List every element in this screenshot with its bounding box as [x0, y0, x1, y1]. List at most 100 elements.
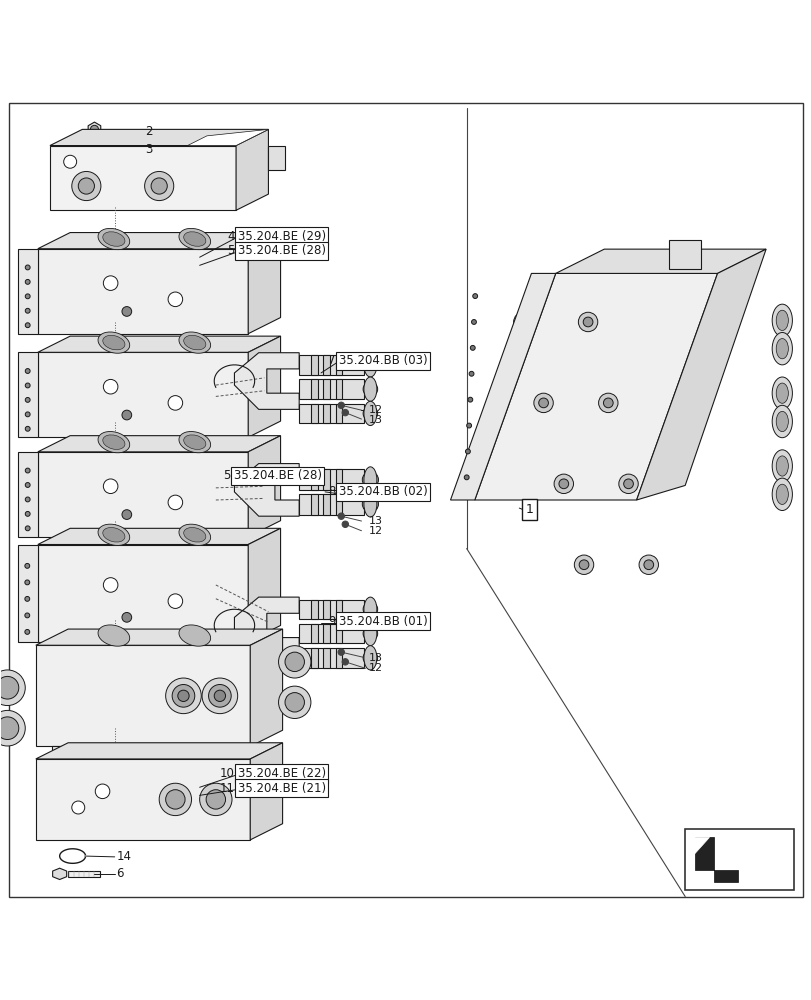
- Text: 10: 10: [219, 767, 234, 780]
- Circle shape: [0, 710, 25, 746]
- Ellipse shape: [363, 467, 376, 493]
- Circle shape: [469, 371, 474, 376]
- Text: 4: 4: [226, 230, 234, 243]
- Circle shape: [168, 495, 182, 510]
- Ellipse shape: [363, 401, 376, 426]
- Circle shape: [466, 423, 471, 428]
- Polygon shape: [36, 743, 282, 759]
- Bar: [335, 600, 341, 619]
- Polygon shape: [38, 528, 281, 545]
- Polygon shape: [36, 759, 250, 840]
- Circle shape: [25, 613, 30, 618]
- Polygon shape: [38, 452, 248, 537]
- Bar: [311, 469, 317, 490]
- Ellipse shape: [103, 335, 125, 350]
- Polygon shape: [636, 249, 765, 500]
- Circle shape: [71, 171, 101, 201]
- Bar: [323, 379, 329, 399]
- Ellipse shape: [103, 232, 125, 246]
- Polygon shape: [250, 743, 282, 840]
- Circle shape: [200, 783, 232, 816]
- Ellipse shape: [775, 383, 787, 403]
- Circle shape: [464, 475, 469, 480]
- Circle shape: [25, 596, 30, 601]
- Text: 5: 5: [223, 469, 230, 482]
- Bar: [323, 494, 329, 515]
- Circle shape: [25, 279, 30, 284]
- Circle shape: [178, 690, 189, 701]
- Ellipse shape: [771, 377, 792, 409]
- Circle shape: [638, 555, 658, 574]
- Ellipse shape: [363, 597, 376, 621]
- Polygon shape: [50, 129, 268, 146]
- Ellipse shape: [771, 450, 792, 482]
- Bar: [335, 648, 341, 668]
- Circle shape: [103, 276, 118, 290]
- Circle shape: [25, 308, 30, 313]
- Circle shape: [573, 555, 593, 574]
- Polygon shape: [187, 129, 268, 146]
- Polygon shape: [38, 233, 281, 249]
- Polygon shape: [234, 353, 298, 409]
- Bar: [335, 355, 341, 375]
- Circle shape: [25, 323, 30, 328]
- Ellipse shape: [775, 339, 787, 359]
- Polygon shape: [248, 233, 281, 334]
- Circle shape: [122, 410, 131, 420]
- Text: 35.204.BE (22): 35.204.BE (22): [238, 767, 325, 780]
- Bar: [311, 379, 317, 399]
- Ellipse shape: [363, 646, 376, 670]
- Bar: [89, 138, 99, 156]
- Bar: [18, 249, 38, 334]
- Circle shape: [122, 510, 131, 519]
- Text: 13: 13: [368, 653, 382, 663]
- Circle shape: [363, 626, 377, 641]
- Text: 12: 12: [368, 526, 383, 536]
- Circle shape: [0, 717, 19, 740]
- Circle shape: [25, 580, 30, 585]
- Bar: [323, 404, 329, 423]
- Circle shape: [95, 784, 109, 799]
- Ellipse shape: [183, 435, 206, 449]
- Text: 35.204.BE (21): 35.204.BE (21): [238, 782, 325, 795]
- Circle shape: [363, 406, 377, 421]
- Circle shape: [25, 483, 30, 487]
- Circle shape: [278, 646, 311, 678]
- Ellipse shape: [98, 524, 130, 545]
- Polygon shape: [36, 629, 282, 645]
- Circle shape: [472, 294, 477, 299]
- Bar: [311, 624, 317, 643]
- Circle shape: [78, 178, 94, 194]
- Text: 7: 7: [328, 354, 335, 367]
- Bar: [323, 469, 329, 490]
- Polygon shape: [474, 273, 717, 500]
- Bar: [298, 600, 363, 619]
- Ellipse shape: [178, 625, 210, 646]
- Bar: [298, 355, 363, 375]
- Circle shape: [122, 612, 131, 622]
- Text: 2: 2: [145, 125, 152, 138]
- Ellipse shape: [771, 478, 792, 511]
- Circle shape: [553, 474, 573, 494]
- Bar: [335, 624, 341, 643]
- Polygon shape: [50, 146, 236, 210]
- Ellipse shape: [178, 432, 210, 453]
- Bar: [311, 600, 317, 619]
- Text: 12: 12: [368, 663, 383, 673]
- Text: 8: 8: [328, 485, 335, 498]
- Circle shape: [172, 685, 195, 707]
- Bar: [18, 452, 38, 537]
- Ellipse shape: [183, 528, 206, 542]
- Circle shape: [533, 393, 552, 413]
- Bar: [298, 648, 363, 668]
- Circle shape: [278, 686, 311, 718]
- Circle shape: [598, 393, 617, 413]
- Ellipse shape: [771, 332, 792, 365]
- Circle shape: [513, 312, 532, 332]
- Ellipse shape: [178, 228, 210, 250]
- Ellipse shape: [98, 332, 130, 353]
- Circle shape: [618, 474, 637, 494]
- Circle shape: [0, 670, 25, 706]
- Circle shape: [168, 292, 182, 307]
- Circle shape: [25, 265, 30, 270]
